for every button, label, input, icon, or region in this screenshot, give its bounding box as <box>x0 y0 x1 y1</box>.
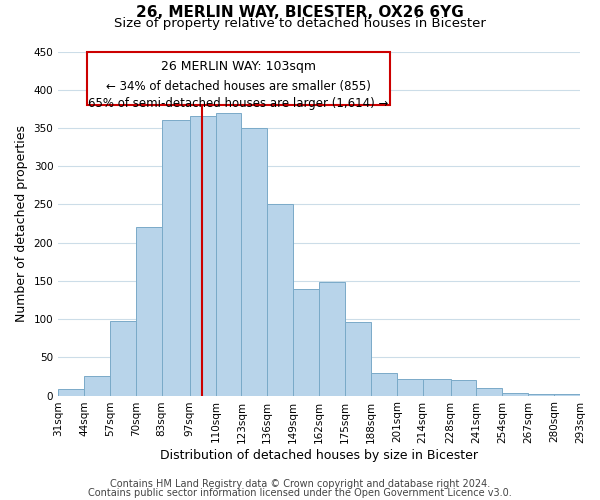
Bar <box>162 120 190 396</box>
Bar <box>84 376 110 396</box>
Bar <box>293 288 319 396</box>
Bar <box>58 390 84 396</box>
Bar <box>345 322 371 396</box>
Text: ← 34% of detached houses are smaller (855): ← 34% of detached houses are smaller (85… <box>106 80 371 94</box>
Bar <box>371 372 397 396</box>
Bar <box>110 320 136 396</box>
Bar <box>190 116 215 396</box>
Bar <box>528 394 554 396</box>
Text: Contains HM Land Registry data © Crown copyright and database right 2024.: Contains HM Land Registry data © Crown c… <box>110 479 490 489</box>
Text: Contains public sector information licensed under the Open Government Licence v3: Contains public sector information licen… <box>88 488 512 498</box>
Bar <box>319 282 345 396</box>
Bar <box>451 380 476 396</box>
Bar <box>422 378 451 396</box>
Bar <box>502 394 528 396</box>
Text: 26, MERLIN WAY, BICESTER, OX26 6YG: 26, MERLIN WAY, BICESTER, OX26 6YG <box>136 5 464 20</box>
Bar <box>554 394 580 396</box>
X-axis label: Distribution of detached houses by size in Bicester: Distribution of detached houses by size … <box>160 450 478 462</box>
Text: 65% of semi-detached houses are larger (1,614) →: 65% of semi-detached houses are larger (… <box>88 98 388 110</box>
Bar <box>136 228 162 396</box>
Text: 26 MERLIN WAY: 103sqm: 26 MERLIN WAY: 103sqm <box>161 60 316 73</box>
Bar <box>476 388 502 396</box>
Text: Size of property relative to detached houses in Bicester: Size of property relative to detached ho… <box>114 18 486 30</box>
Bar <box>215 112 241 396</box>
FancyBboxPatch shape <box>87 52 389 105</box>
Bar <box>267 204 293 396</box>
Y-axis label: Number of detached properties: Number of detached properties <box>15 125 28 322</box>
Bar <box>397 378 422 396</box>
Bar <box>241 128 267 396</box>
